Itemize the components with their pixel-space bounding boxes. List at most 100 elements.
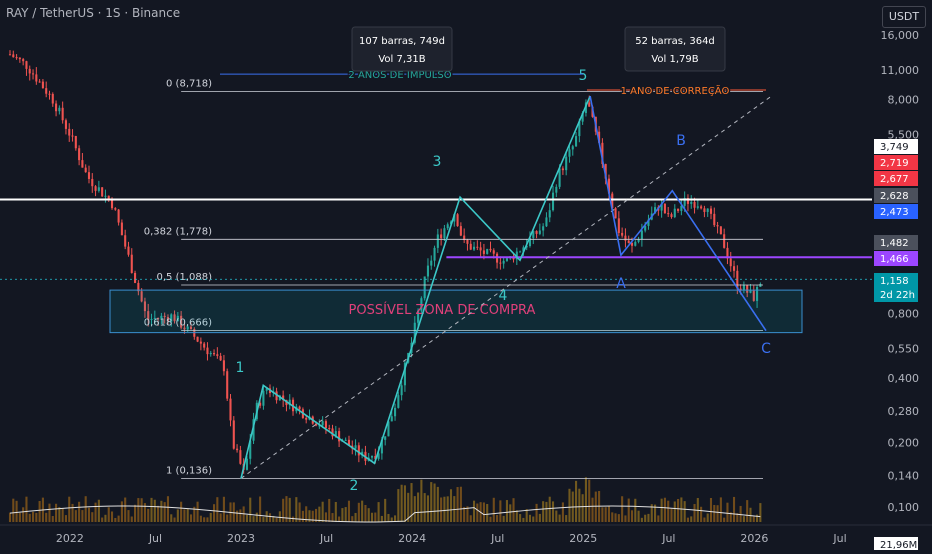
volume-bar [400,484,403,522]
y-tick-label: 16,000 [881,29,920,42]
volume-bar [176,509,179,522]
candle-body [252,419,255,441]
volume-bar [463,506,466,522]
volume-bar [410,483,413,522]
candle-body [101,187,104,197]
candle-body [433,247,436,261]
volume-bar [591,497,594,522]
candle-body [209,352,212,355]
candle-body [716,225,719,227]
candle-body [94,186,97,191]
volume-bar [729,512,732,522]
candle-body [31,73,35,75]
candle-body [15,57,18,59]
volume-bar [430,482,433,522]
volume-bar [157,505,160,522]
candle-body [120,222,123,236]
price-label: 2,677 [880,174,909,185]
volume-bar [324,512,327,522]
volume-bar [505,500,508,522]
price-label-bg [874,204,918,219]
y-tick-label: 11,000 [881,64,920,77]
volume-bar [746,500,749,522]
volume-bar [206,517,209,522]
volume-bar [351,516,354,522]
volume-bar [219,513,222,522]
candle-body [551,192,555,211]
wave-label-b: B [676,133,686,149]
volume-bar [275,517,278,522]
x-tick-label: Jul [148,532,162,545]
volume-bar [120,501,123,522]
candle-body [107,195,110,200]
candle-body [548,210,551,218]
volume-bar [199,515,202,522]
candle-body [114,208,117,210]
y-tick-label: 5,500 [888,128,920,141]
currency-button[interactable]: USDT [882,6,926,28]
candle-body [614,208,617,219]
volume-bar [394,515,397,522]
candle-body [680,205,683,211]
y-tick-label: 0,550 [888,342,920,355]
volume-bar [440,497,443,522]
volume-bar [196,501,199,522]
volume-bar [259,496,262,522]
candle-body [723,234,726,248]
volume-bar [499,500,502,522]
candle-body [117,209,120,223]
candle-body [305,417,308,420]
volume-bar [222,496,225,522]
candle-body [430,260,433,266]
volume-bar [413,496,416,522]
volume-bar [61,508,64,522]
candle-body [41,81,44,89]
fib-level-label: 0,618 (0,666) [144,318,212,329]
info-box [624,26,726,72]
price-label: 2d 22h [880,290,915,301]
volume-bar [607,506,611,522]
candle-body [166,317,170,322]
candle-body [752,289,755,301]
x-tick-label: Jul [490,532,504,545]
candle-body [667,213,670,215]
candle-body [397,395,400,408]
volume-bar [749,507,752,522]
volume-bar [22,507,25,522]
candle-body [259,402,262,406]
info-box-line2: Vol 7,31B [378,54,425,65]
volume-bar [403,485,406,522]
candle-body [140,291,143,302]
candle-body [315,423,318,426]
volume-bar [186,508,189,522]
volume-bar [545,501,548,522]
volume-bar [621,496,624,522]
candle-body [249,440,252,459]
volume-bar [397,489,400,522]
candle-body [236,448,239,451]
volume-bar [614,513,617,522]
volume-bar [423,493,426,522]
volume-bar [578,488,581,522]
volume-bar [160,500,163,522]
volume-bar [331,513,334,522]
candle-body [486,248,489,254]
candle-body [598,131,601,143]
candle-body [51,93,54,104]
volume-bar [446,496,449,522]
volume-bar [374,512,377,522]
candle-body [374,455,377,459]
chart-title: RAY / TetherUS · 1S · Binance [6,6,181,20]
volume-bar [594,491,597,522]
volume-bar [581,494,584,522]
candle-body [68,128,71,136]
volume-bar [509,504,512,522]
candle-body [611,193,614,209]
volume-bar [634,498,637,522]
candle-body [354,445,357,449]
volume-bar [315,508,318,522]
price-label-bg [874,235,918,250]
fib-level-label: 0,5 (1,088) [156,272,212,283]
volume-bar [364,505,367,522]
